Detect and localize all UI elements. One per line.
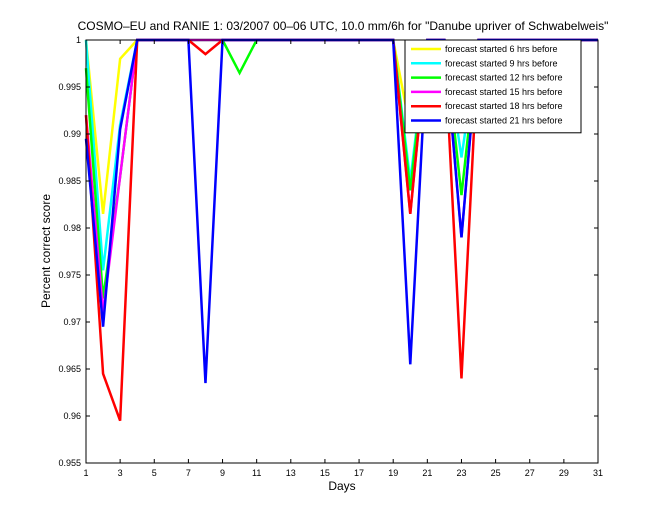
x-tick-label: 7 bbox=[186, 468, 191, 478]
x-tick-label: 21 bbox=[422, 468, 432, 478]
y-axis-label: Percent correct score bbox=[39, 194, 53, 308]
x-tick-label: 13 bbox=[286, 468, 296, 478]
y-tick-label: 0.995 bbox=[58, 82, 81, 92]
legend-box bbox=[404, 39, 582, 134]
legend-label-4: forecast started 15 hrs before bbox=[445, 87, 563, 97]
y-tick-label: 0.975 bbox=[58, 270, 81, 280]
x-tick-label: 15 bbox=[320, 468, 330, 478]
x-tick-label: 19 bbox=[388, 468, 398, 478]
axes-box bbox=[85, 39, 599, 464]
axis-ticks: 1 3 5 7 9 11 13 15 17 19 21 23 25 27 29 310.9550.960.96… bbox=[58, 35, 603, 478]
y-tick-label: 0.99 bbox=[63, 129, 81, 139]
y-tick-label: 0.955 bbox=[58, 458, 81, 468]
legend-label-5: forecast started 18 hrs before bbox=[445, 101, 563, 111]
x-tick-label: 9 bbox=[220, 468, 225, 478]
x-tick-label: 31 bbox=[593, 468, 603, 478]
x-tick-label: 29 bbox=[559, 468, 569, 478]
y-tick-label: 0.985 bbox=[58, 176, 81, 186]
x-axis-label: Days bbox=[328, 479, 355, 493]
x-tick-label: 11 bbox=[252, 468, 261, 478]
legend-label-2: forecast started 9 hrs before bbox=[445, 58, 558, 68]
legend-label-1: forecast started 6 hrs before bbox=[445, 44, 558, 54]
y-tick-label: 0.98 bbox=[63, 223, 81, 233]
x-tick-label: 5 bbox=[152, 468, 157, 478]
legend: forecast started 6 hrs before forecast st… bbox=[404, 39, 582, 134]
legend-label-6: forecast started 21 hrs before bbox=[445, 116, 563, 126]
x-tick-label: 27 bbox=[525, 468, 535, 478]
y-tick-label: 0.97 bbox=[63, 317, 81, 327]
y-tick-label: 0.96 bbox=[63, 411, 81, 421]
legend-label-3: forecast started 12 hrs before bbox=[445, 73, 563, 83]
y-tick-label: 0.965 bbox=[58, 364, 81, 374]
chart-title: COSMO–EU and RANIE 1: 03/2007 00–06 UTC,… bbox=[78, 19, 609, 33]
y-tick-label: 1 bbox=[76, 35, 81, 45]
x-tick-label: 1 bbox=[83, 468, 88, 478]
x-tick-label: 3 bbox=[118, 468, 123, 478]
x-tick-label: 17 bbox=[354, 468, 364, 478]
x-tick-label: 25 bbox=[491, 468, 501, 478]
x-tick-label: 23 bbox=[456, 468, 466, 478]
